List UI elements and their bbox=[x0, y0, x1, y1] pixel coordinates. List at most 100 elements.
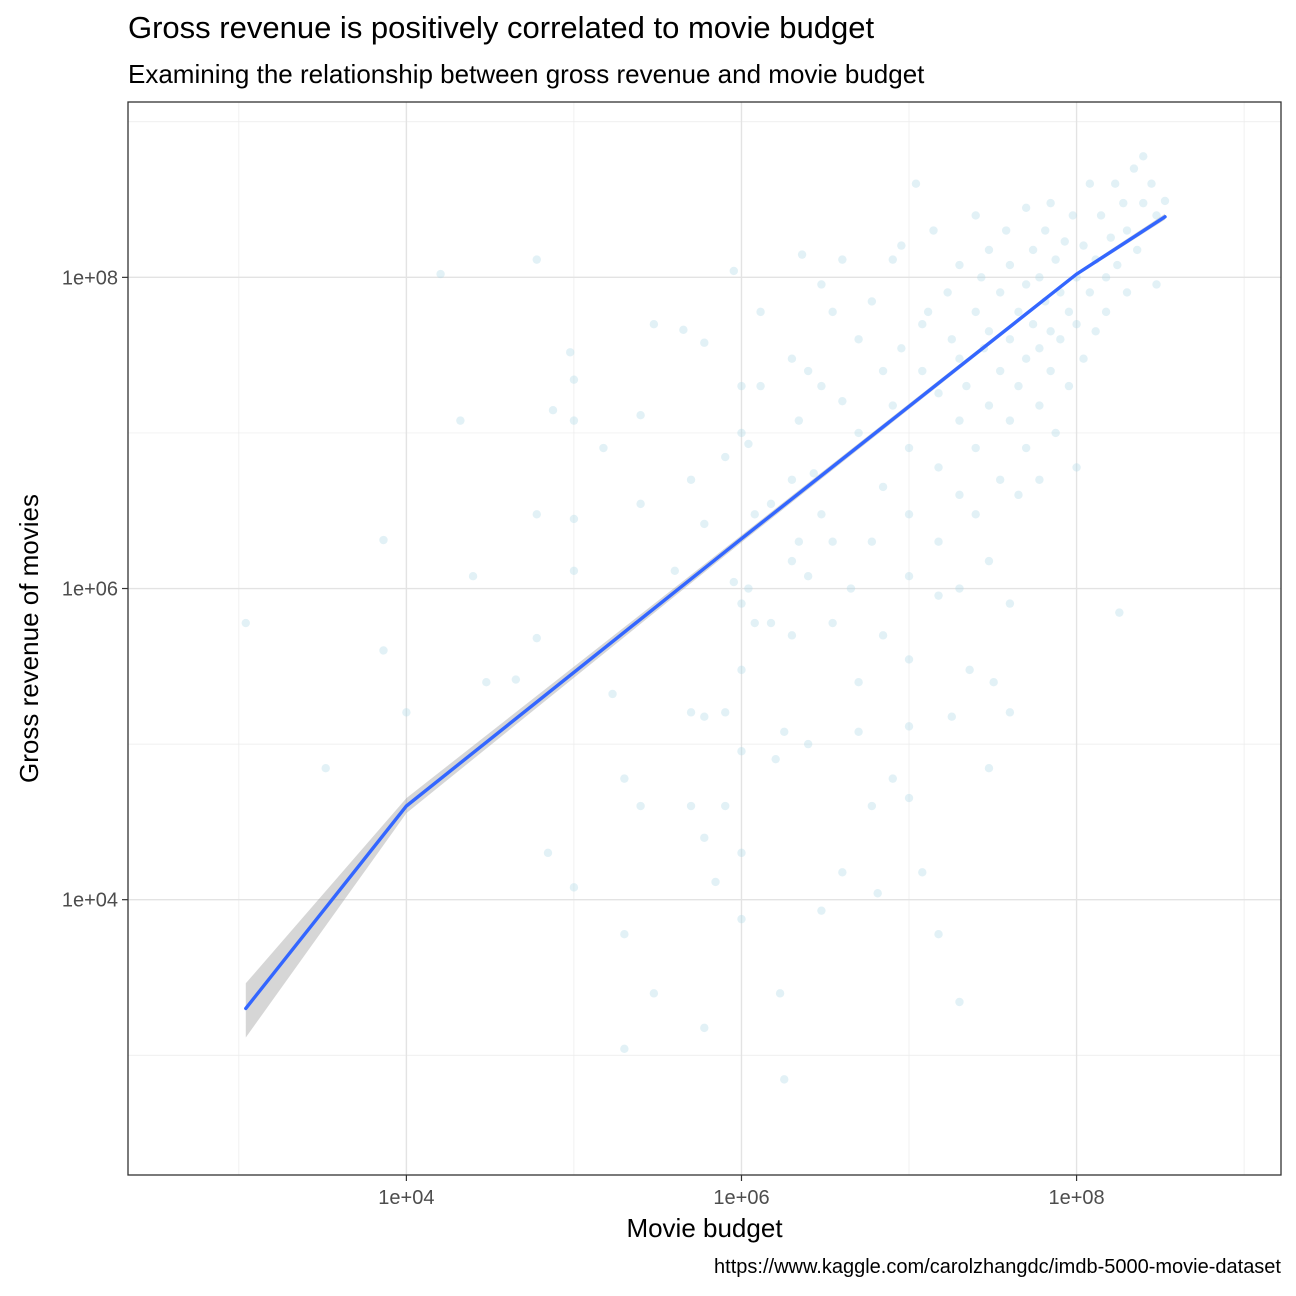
data-point bbox=[1035, 401, 1044, 410]
data-point bbox=[468, 572, 478, 581]
data-point bbox=[947, 712, 956, 721]
data-point bbox=[721, 801, 730, 811]
data-point bbox=[934, 389, 943, 398]
data-point bbox=[737, 381, 746, 391]
data-point bbox=[854, 727, 863, 736]
data-point bbox=[700, 712, 709, 721]
data-point bbox=[379, 535, 388, 545]
plot-panel-border bbox=[127, 101, 1282, 1176]
data-point bbox=[984, 401, 994, 410]
data-point bbox=[1005, 335, 1015, 344]
data-point bbox=[838, 868, 847, 877]
data-point bbox=[828, 307, 837, 317]
data-point bbox=[923, 307, 933, 317]
data-point bbox=[1028, 245, 1038, 255]
data-point bbox=[1091, 327, 1100, 336]
data-point bbox=[1101, 307, 1111, 317]
data-point bbox=[854, 677, 863, 687]
data-point bbox=[1152, 280, 1161, 289]
y-tick-label: 1e+06 bbox=[62, 579, 118, 601]
data-point bbox=[971, 510, 980, 519]
data-point bbox=[737, 848, 746, 858]
data-point bbox=[977, 273, 986, 282]
data-point bbox=[873, 889, 882, 898]
data-point bbox=[888, 401, 897, 410]
data-point bbox=[771, 754, 780, 764]
data-point bbox=[1035, 475, 1044, 484]
data-point bbox=[1060, 237, 1069, 246]
data-point bbox=[569, 514, 579, 524]
data-point bbox=[1005, 599, 1015, 608]
data-point bbox=[947, 335, 956, 344]
chart-subtitle: Examining the relationship between gross… bbox=[128, 59, 925, 89]
data-point bbox=[750, 618, 759, 628]
data-point bbox=[995, 288, 1005, 297]
data-point bbox=[971, 443, 980, 453]
data-point bbox=[1085, 179, 1095, 188]
data-point bbox=[700, 519, 709, 529]
data-point bbox=[744, 439, 753, 449]
data-point bbox=[955, 354, 964, 363]
data-point bbox=[1005, 416, 1015, 425]
data-point bbox=[756, 381, 765, 391]
data-point bbox=[995, 366, 1005, 376]
data-point bbox=[700, 833, 709, 842]
y-tick-label: 1e+04 bbox=[62, 890, 118, 912]
data-point bbox=[1079, 241, 1088, 250]
data-point bbox=[737, 665, 746, 675]
data-point bbox=[817, 906, 826, 915]
trend-line bbox=[244, 213, 1167, 1038]
data-point bbox=[649, 989, 659, 998]
data-point bbox=[918, 366, 927, 376]
data-point bbox=[787, 475, 797, 484]
data-point bbox=[1005, 708, 1015, 717]
data-point bbox=[1021, 354, 1031, 363]
data-points bbox=[241, 152, 1170, 1084]
data-point bbox=[1046, 366, 1055, 376]
y-axis-title: Gross revenue of movies bbox=[14, 494, 44, 783]
data-point bbox=[1005, 260, 1015, 270]
data-point bbox=[321, 764, 330, 773]
data-point bbox=[838, 255, 847, 264]
data-point bbox=[984, 764, 994, 773]
data-point bbox=[955, 490, 964, 500]
data-point bbox=[569, 566, 579, 575]
data-point bbox=[897, 241, 906, 250]
data-point bbox=[1072, 319, 1081, 329]
data-point bbox=[1014, 490, 1023, 500]
data-point bbox=[797, 250, 807, 259]
data-point bbox=[1051, 428, 1060, 438]
data-point bbox=[817, 510, 826, 519]
data-point bbox=[1068, 211, 1078, 220]
data-point bbox=[1035, 273, 1044, 282]
data-point bbox=[711, 877, 720, 887]
data-point bbox=[878, 482, 888, 492]
data-point bbox=[971, 307, 980, 317]
axis-ticks: 1e+04 1e+06 1e+08 1e+04 1e+06 1e+08 bbox=[62, 267, 1105, 1209]
data-point bbox=[737, 599, 746, 608]
data-point bbox=[817, 280, 826, 289]
data-point bbox=[775, 989, 785, 998]
data-point bbox=[737, 914, 746, 924]
data-point bbox=[1085, 288, 1095, 297]
data-point bbox=[686, 475, 696, 484]
data-point bbox=[1132, 245, 1142, 255]
data-point bbox=[1028, 319, 1038, 329]
data-point bbox=[686, 708, 696, 717]
x-tick-label: 1e+04 bbox=[378, 1187, 434, 1209]
data-point bbox=[1119, 198, 1128, 208]
data-point bbox=[566, 348, 575, 357]
data-point bbox=[620, 1044, 629, 1054]
data-point bbox=[911, 179, 921, 188]
data-point bbox=[955, 997, 964, 1007]
regression-line bbox=[244, 215, 1167, 1011]
data-point bbox=[686, 801, 696, 811]
data-point bbox=[962, 381, 971, 391]
data-point bbox=[984, 556, 994, 566]
data-point bbox=[1147, 179, 1156, 188]
data-point bbox=[649, 319, 659, 329]
data-point bbox=[1139, 198, 1148, 208]
data-point bbox=[1001, 226, 1011, 235]
data-point bbox=[1106, 233, 1115, 242]
